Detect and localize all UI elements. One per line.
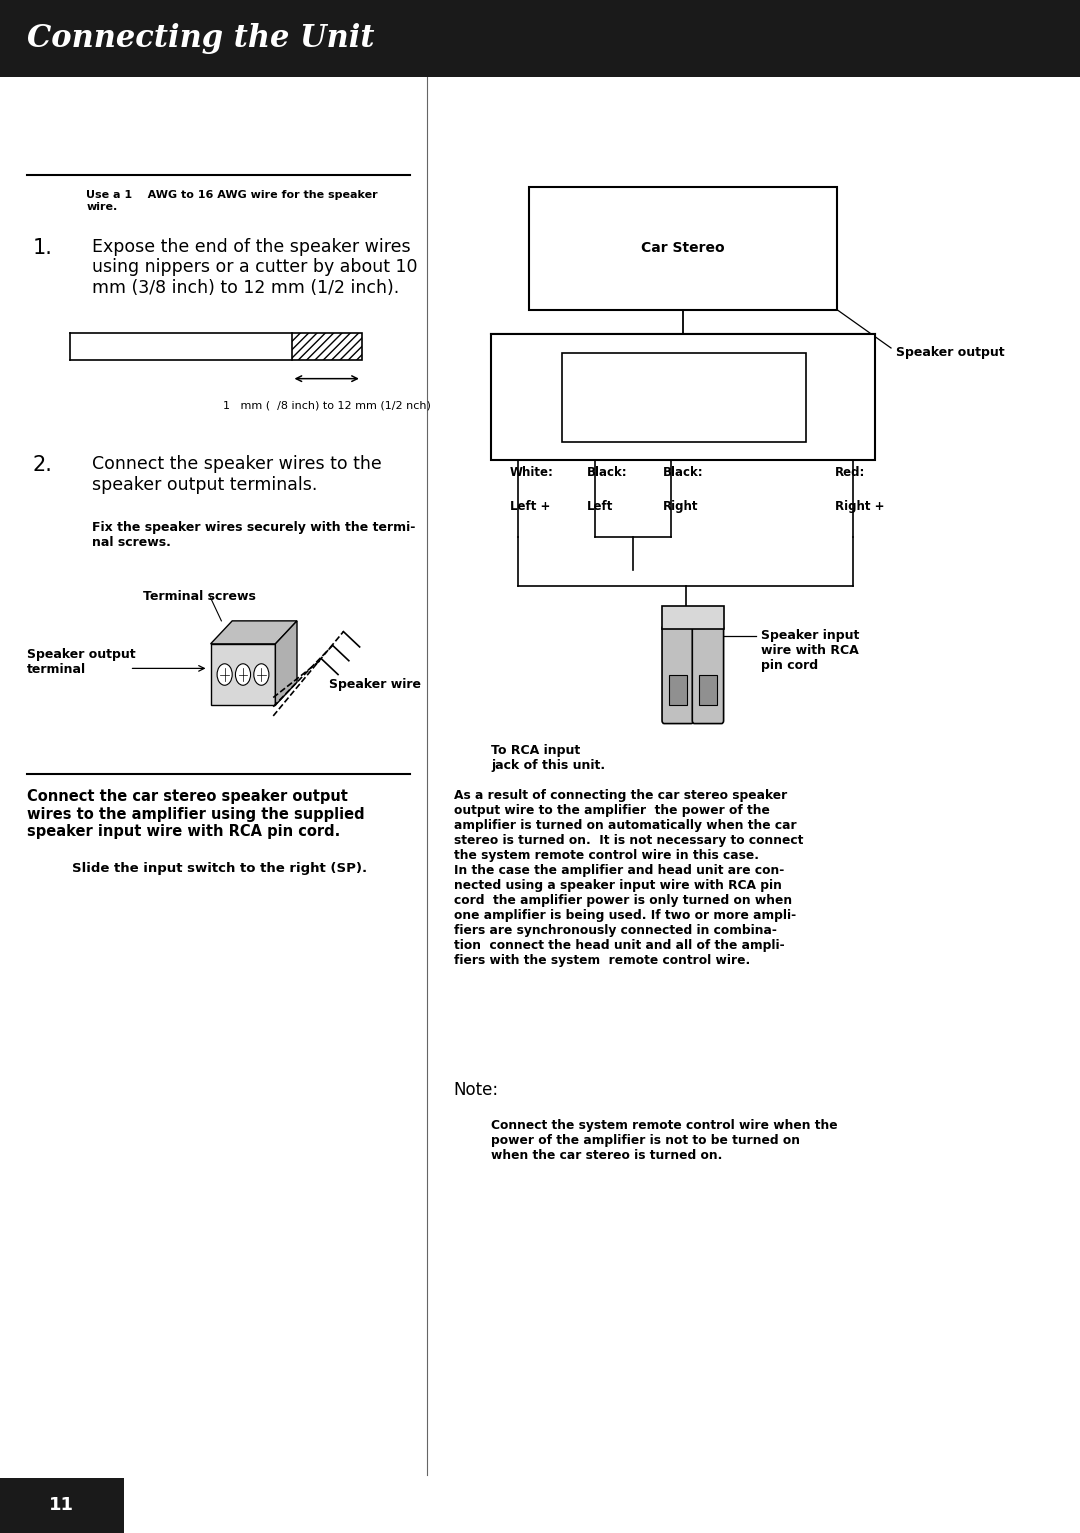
FancyBboxPatch shape (662, 625, 693, 724)
FancyBboxPatch shape (529, 187, 837, 310)
Text: 1   mm (  /8 inch) to 12 mm (1/2 nch): 1 mm ( /8 inch) to 12 mm (1/2 nch) (222, 400, 431, 411)
Text: As a result of connecting the car stereo speaker
output wire to the amplifier  t: As a result of connecting the car stereo… (454, 789, 802, 967)
Text: Connecting the Unit: Connecting the Unit (27, 23, 375, 54)
FancyBboxPatch shape (491, 334, 875, 460)
Text: 1.: 1. (32, 238, 52, 258)
Text: Connect the system remote control wire when the
power of the amplifier is not to: Connect the system remote control wire w… (491, 1119, 838, 1162)
Text: Speaker output: Speaker output (896, 346, 1005, 359)
Polygon shape (211, 621, 297, 644)
Text: Car Stereo: Car Stereo (642, 241, 725, 256)
Text: Speaker output
terminal: Speaker output terminal (27, 648, 136, 676)
FancyBboxPatch shape (699, 675, 717, 705)
Text: Right +: Right + (835, 500, 885, 512)
Text: 2.: 2. (32, 455, 52, 475)
Polygon shape (211, 644, 275, 705)
Text: Right: Right (663, 500, 699, 512)
Text: Connect the car stereo speaker output
wires to the amplifier using the supplied
: Connect the car stereo speaker output wi… (27, 789, 365, 839)
FancyBboxPatch shape (292, 333, 362, 360)
Circle shape (217, 664, 232, 685)
Text: Slide the input switch to the right (SP).: Slide the input switch to the right (SP)… (72, 862, 367, 874)
FancyBboxPatch shape (0, 0, 1080, 77)
FancyBboxPatch shape (669, 675, 687, 705)
Text: Expose the end of the speaker wires
using nippers or a cutter by about 10
mm (3/: Expose the end of the speaker wires usin… (92, 238, 417, 297)
Text: Use a 1    AWG to 16 AWG wire for the speaker
wire.: Use a 1 AWG to 16 AWG wire for the speak… (86, 190, 378, 212)
Text: Black:: Black: (586, 466, 627, 478)
Circle shape (235, 664, 251, 685)
Text: 11: 11 (49, 1496, 75, 1515)
Text: White:: White: (510, 466, 554, 478)
Text: Speaker input
wire with RCA
pin cord: Speaker input wire with RCA pin cord (761, 629, 860, 671)
Text: Note:: Note: (454, 1081, 499, 1099)
Text: Black:: Black: (663, 466, 704, 478)
Text: Terminal screws: Terminal screws (144, 590, 256, 602)
Text: Left +: Left + (510, 500, 550, 512)
Circle shape (254, 664, 269, 685)
FancyBboxPatch shape (0, 1478, 124, 1533)
Text: Connect the speaker wires to the
speaker output terminals.: Connect the speaker wires to the speaker… (92, 455, 381, 494)
FancyBboxPatch shape (562, 353, 806, 442)
FancyBboxPatch shape (692, 625, 724, 724)
Text: Speaker wire: Speaker wire (329, 678, 421, 690)
Text: Left: Left (586, 500, 612, 512)
Text: Red:: Red: (835, 466, 865, 478)
Text: Fix the speaker wires securely with the termi-
nal screws.: Fix the speaker wires securely with the … (92, 521, 415, 549)
FancyBboxPatch shape (662, 606, 724, 629)
Text: To RCA input
jack of this unit.: To RCA input jack of this unit. (491, 744, 606, 771)
Polygon shape (275, 621, 297, 705)
